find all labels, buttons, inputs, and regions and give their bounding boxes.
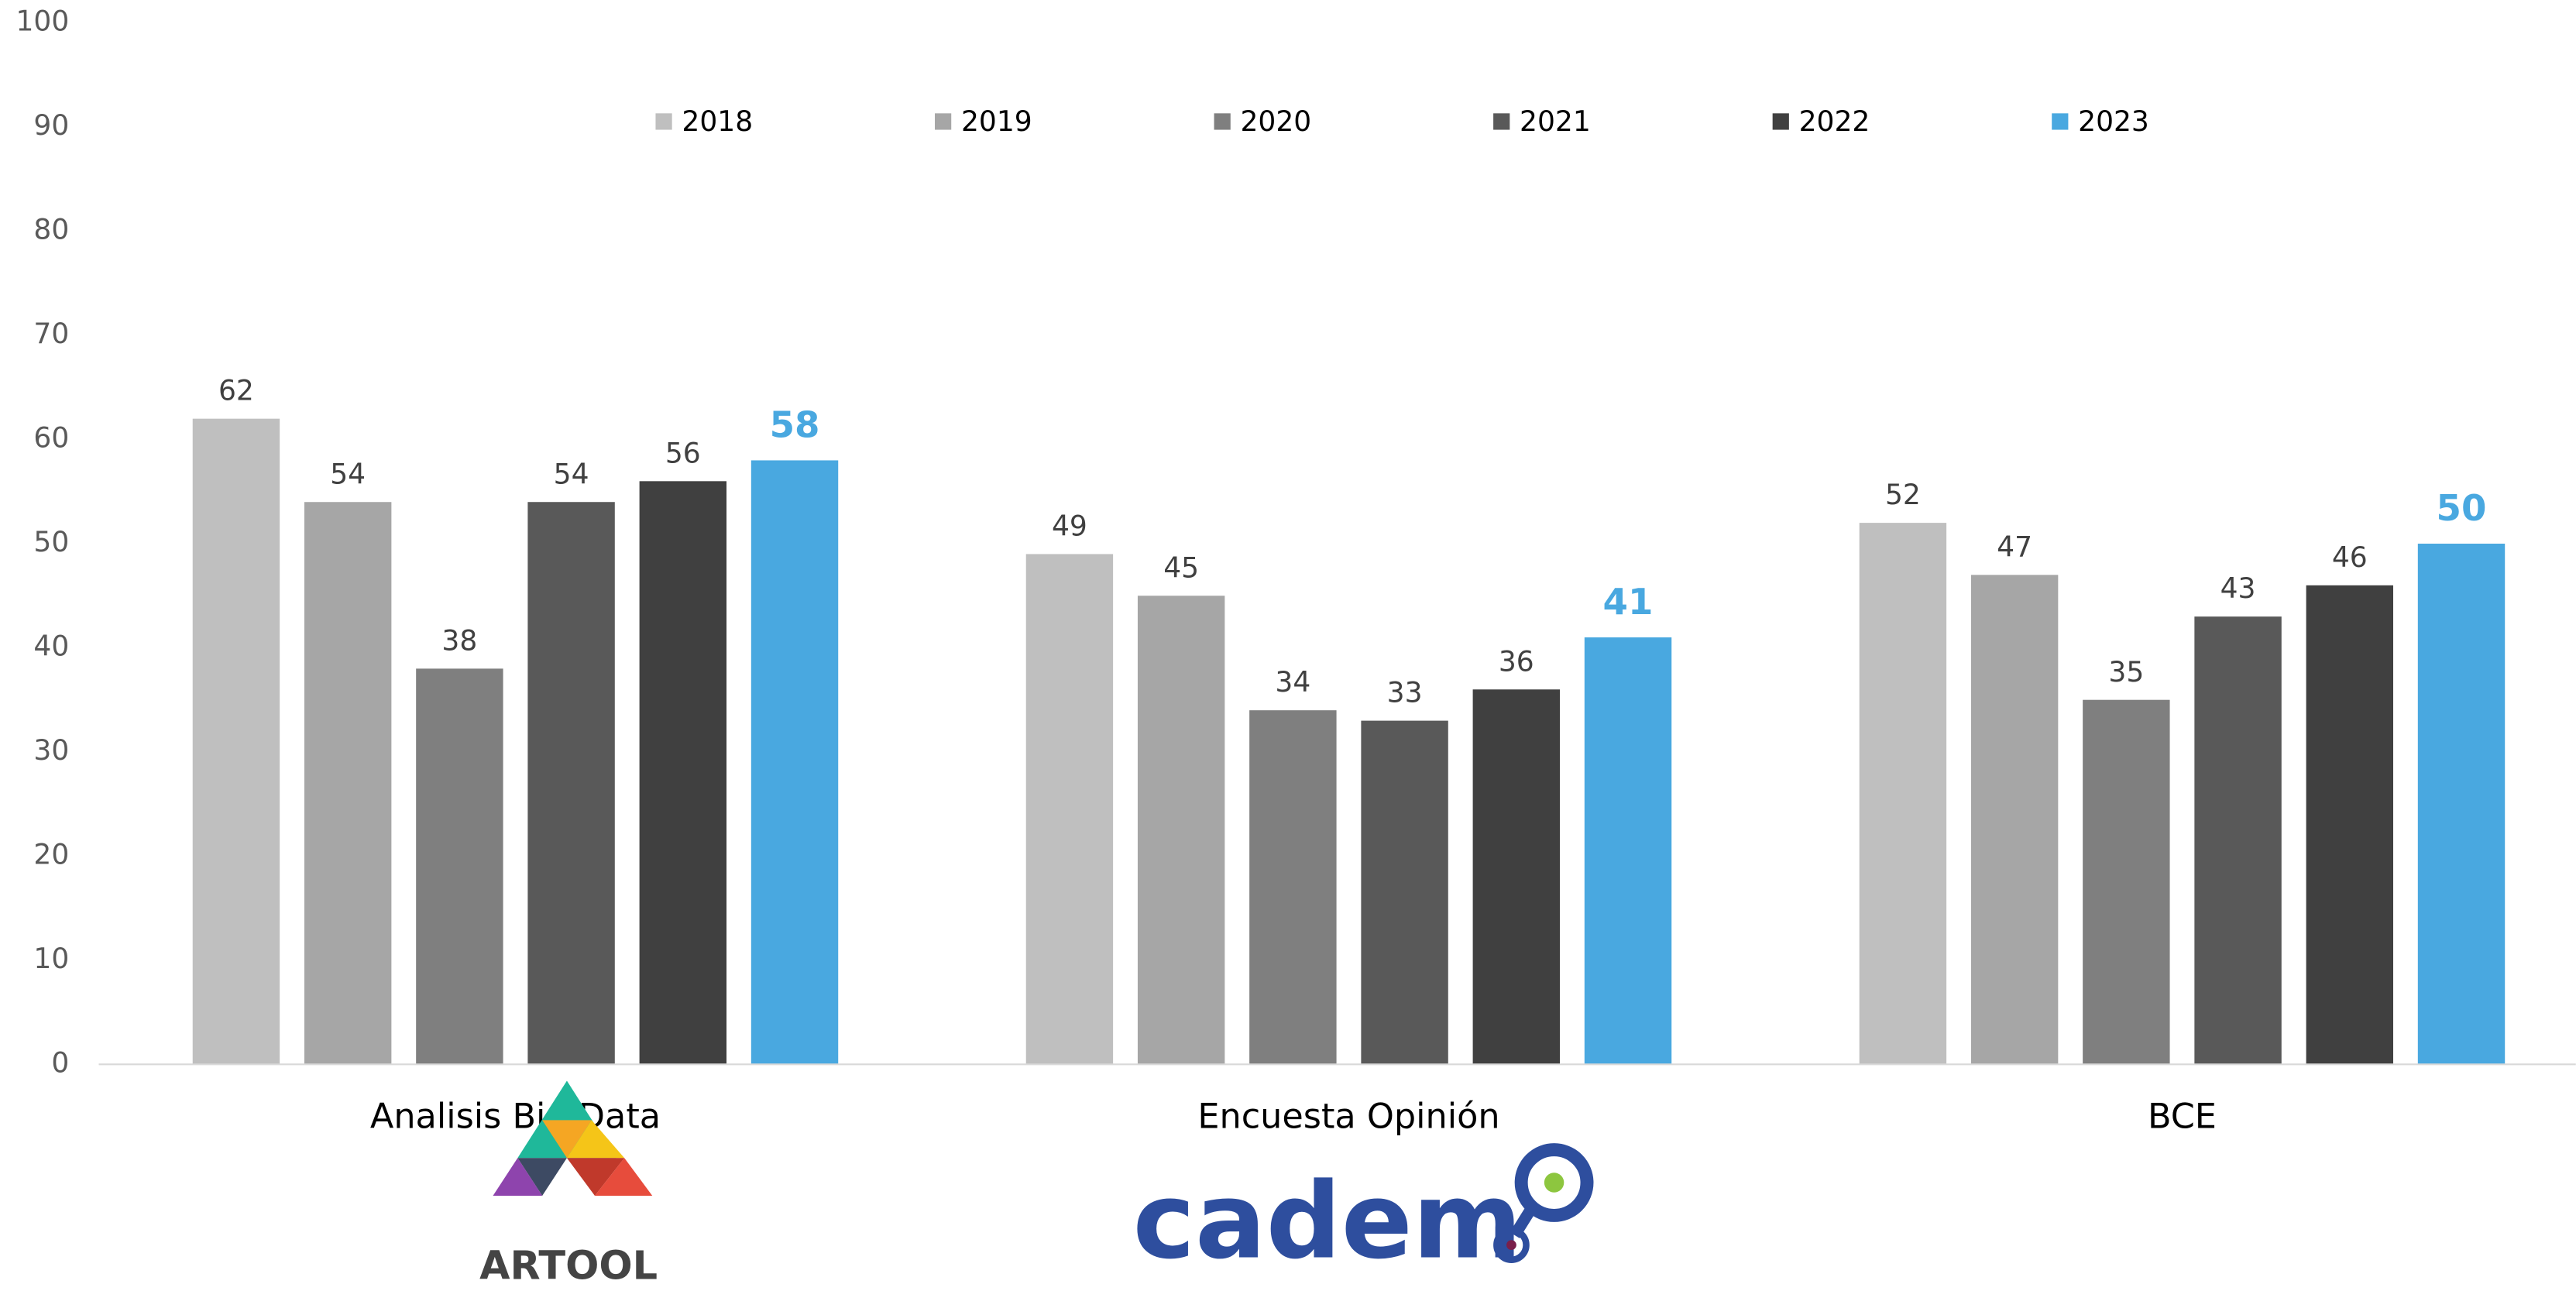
data-label: 41 [1603,582,1654,623]
bar [1472,689,1561,1065]
bar [1137,596,1225,1065]
y-tick-label: 0 [51,1046,69,1079]
y-tick-label: 90 [33,109,69,142]
data-label: 52 [1885,479,1921,511]
legend-label: 2020 [1240,105,1311,138]
y-tick-label: 10 [33,942,69,975]
bar [1025,554,1114,1065]
data-label: 62 [218,375,254,407]
bar [527,502,615,1065]
y-tick-label: 60 [33,422,69,455]
legend-label: 2022 [1799,105,1870,138]
logo-text: ARTOOL [479,1243,658,1289]
y-tick-label: 40 [33,630,69,662]
data-label: 34 [1275,666,1310,699]
bar [2194,616,2282,1065]
data-label: 49 [1052,510,1087,543]
data-label: 45 [1163,551,1199,584]
data-label: 47 [1997,530,2032,563]
legend-label: 2023 [2078,105,2149,138]
cadem-logo: cadem [1133,1143,1594,1283]
bar [1859,523,1947,1065]
y-tick-label: 70 [33,318,69,350]
data-label: 54 [554,458,589,490]
legend-swatch [1214,113,1231,130]
bar [639,481,727,1065]
bar [416,668,503,1065]
bar [192,418,280,1065]
bar [1584,637,1672,1065]
logo-text: cadem [1133,1161,1523,1283]
bar [2306,585,2393,1065]
data-label: 36 [1499,645,1534,678]
bar [1361,720,1448,1065]
data-label: 58 [770,405,820,447]
bar [2417,544,2506,1065]
bar [2083,699,2170,1065]
legend-label: 2019 [961,105,1032,138]
legend-swatch [1772,113,1789,130]
bar [1970,575,2059,1065]
data-label: 50 [2437,488,2487,530]
x-tick-label: BCE [2148,1096,2217,1136]
data-label: 38 [441,624,477,657]
artool-logo: ARTOOL [479,1080,658,1289]
legend-swatch [655,113,672,130]
bar [304,502,392,1065]
x-tick-label: Encuesta Opinión [1197,1096,1499,1136]
data-label: 35 [2108,656,2144,688]
y-tick-label: 100 [16,5,70,38]
data-label: 33 [1387,677,1423,709]
y-tick-label: 20 [33,838,69,870]
legend-swatch [1493,113,1510,130]
bar [750,460,839,1065]
data-label: 46 [2332,541,2368,574]
data-label: 43 [2221,572,2256,605]
x-tick-label: Analisis Big Data [370,1096,661,1136]
legend-swatch [935,113,952,130]
data-label: 56 [665,437,701,469]
data-label: 54 [330,458,366,490]
legend-swatch [2052,113,2069,130]
bar [1249,710,1337,1065]
y-tick-label: 50 [33,526,69,558]
y-tick-label: 30 [33,734,69,767]
legend-label: 2018 [682,105,753,138]
legend-label: 2021 [1520,105,1591,138]
y-tick-label: 80 [33,214,69,246]
